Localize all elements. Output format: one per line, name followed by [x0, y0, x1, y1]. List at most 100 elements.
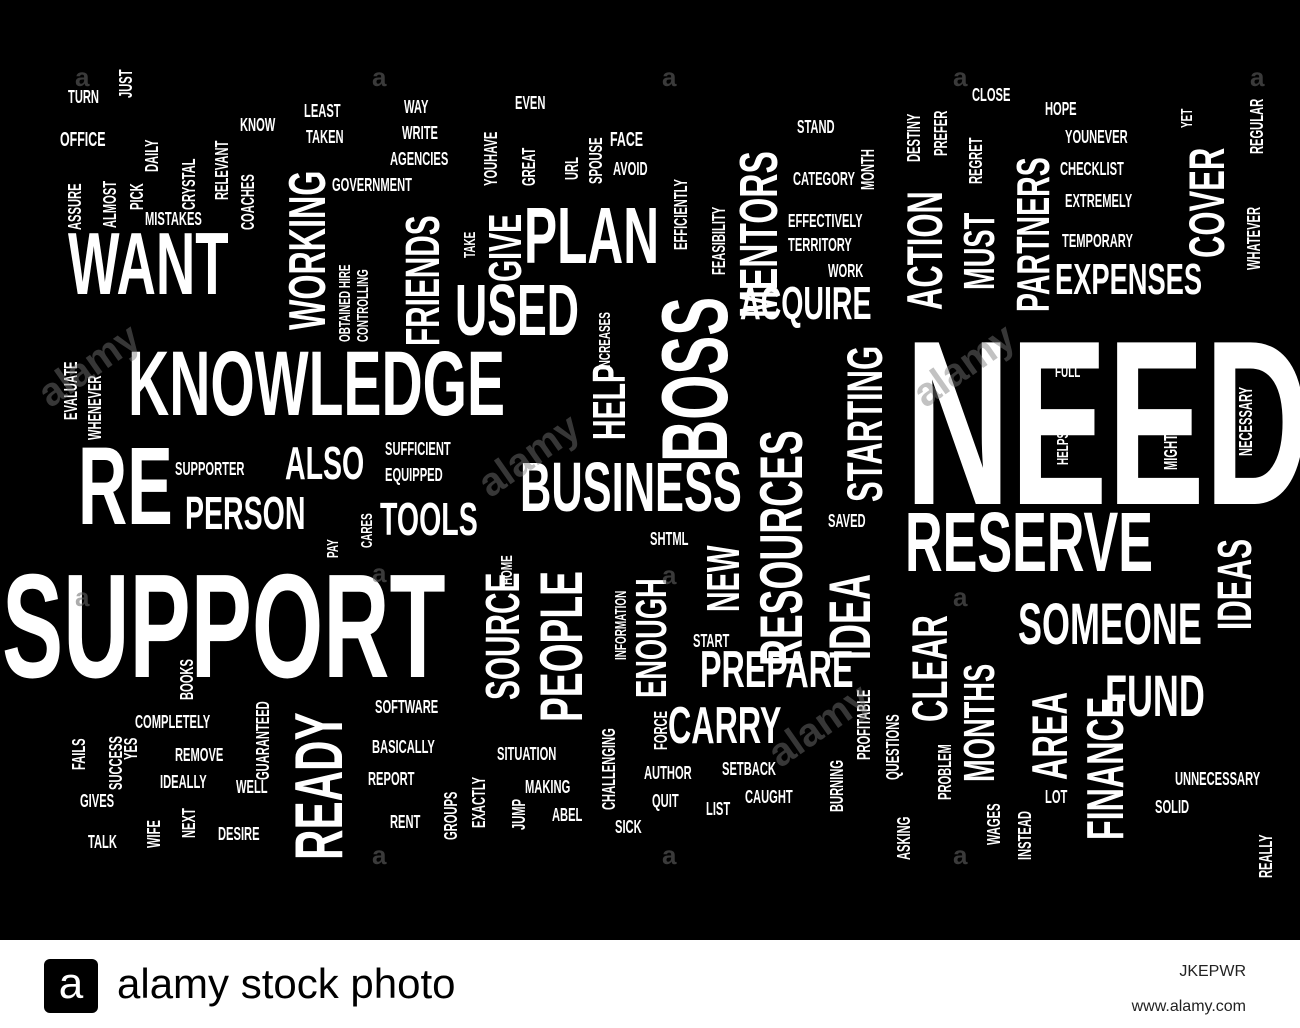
- word-pick: PICK: [127, 183, 147, 210]
- word-prefer: PREFER: [931, 110, 951, 156]
- word-finance: FINANCE: [1077, 696, 1135, 840]
- word-boss: BOSS: [642, 296, 747, 462]
- word-take: TAKE: [462, 231, 479, 258]
- word-source: SOURCE: [477, 572, 530, 700]
- word-helps: HELPS: [1055, 431, 1072, 465]
- word-extremely: EXTREMELY: [1065, 191, 1133, 211]
- word-full: FULL: [1055, 364, 1081, 381]
- word-territory: TERRITORY: [788, 235, 852, 255]
- word-destiny: DESTINY: [904, 113, 924, 162]
- word-support: SUPPORT: [2, 544, 446, 709]
- word-cloud: NEED SUPPORT WANT KNOWLEDGE RE RESERVE SOMEONE…: [2, 69, 1300, 878]
- word-used: USED: [455, 271, 580, 351]
- word-office: OFFICE: [60, 129, 106, 151]
- word-sufficient: SUFFICIENT: [385, 439, 451, 459]
- brand-name: alamy stock photo: [117, 960, 456, 1007]
- word-supporter: SUPPORTER: [175, 459, 245, 479]
- word-really: REALLY: [1256, 834, 1276, 878]
- word-information: INFORMATION: [613, 590, 630, 660]
- word-action: ACTION: [897, 191, 953, 310]
- word-fund: FUND: [1105, 664, 1205, 729]
- word-acquire: ACQUIRE: [740, 277, 872, 329]
- word-increases: INCREASES: [597, 312, 614, 370]
- word-ready: READY: [281, 712, 357, 860]
- word-expenses: EXPENSES: [1055, 255, 1203, 304]
- word-just: JUST: [116, 69, 136, 98]
- word-regular: REGULAR: [1247, 98, 1267, 154]
- word-cares: CARES: [359, 513, 376, 548]
- word-completely: COMPLETELY: [135, 712, 211, 732]
- word-hope: HOPE: [1045, 99, 1077, 119]
- word-clear: CLEAR: [902, 615, 958, 722]
- word-must: MUST: [955, 212, 1004, 290]
- word-stand: STAND: [797, 117, 835, 137]
- word-close: CLOSE: [972, 85, 1011, 105]
- word-basically: BASICALLY: [372, 737, 435, 757]
- word-agencies: AGENCIES: [390, 149, 449, 169]
- word-need: NEED: [905, 291, 1300, 554]
- word-working: WORKING: [279, 170, 337, 330]
- word-quit: QUIT: [652, 791, 679, 811]
- word-cover: COVER: [1179, 147, 1235, 258]
- word-prepare: PREPARE: [700, 641, 854, 699]
- word-month: MONTH: [858, 149, 878, 190]
- word-government: GOVERNMENT: [332, 175, 412, 195]
- word-tools: TOOLS: [380, 493, 478, 545]
- word-mistakes: MISTAKES: [145, 209, 202, 229]
- word-start: START: [693, 631, 730, 651]
- word-asking: ASKING: [894, 816, 914, 860]
- word-relevant: RELEVANT: [212, 140, 232, 200]
- word-guaranteed: GUARANTEED: [253, 701, 273, 780]
- word-sick: SICK: [615, 817, 642, 837]
- word-well: WELL: [236, 777, 268, 797]
- word-profitable: PROFITABLE: [854, 689, 874, 760]
- word-yes: YES: [121, 737, 141, 760]
- word-remove: REMOVE: [175, 745, 224, 765]
- word-problem: PROBLEM: [935, 744, 955, 800]
- word-plan: PLAN: [524, 191, 660, 280]
- word-help: HELP: [583, 363, 635, 440]
- word-people: PEOPLE: [528, 571, 595, 722]
- word-burning: BURNING: [827, 759, 847, 812]
- word-turn: TURN: [68, 87, 99, 107]
- word-author: AUTHOR: [644, 763, 692, 783]
- word-assure: ASSURE: [65, 183, 85, 230]
- word-ideas: IDEAS: [1209, 539, 1262, 630]
- word-jump: JUMP: [509, 798, 529, 830]
- word-questions: QUESTIONS: [883, 714, 903, 780]
- word-temporary: TEMPORARY: [1062, 231, 1133, 251]
- word-person: PERSON: [185, 487, 306, 539]
- word-gives: GIVES: [80, 791, 115, 811]
- word-least: LEAST: [304, 101, 341, 121]
- word-fails: FAILS: [69, 738, 89, 770]
- word-daily: DAILY: [142, 139, 162, 172]
- word-spouse: SPOUSE: [586, 137, 606, 184]
- word-youhave: YOUHAVE: [481, 131, 501, 186]
- word-report: REPORT: [368, 769, 415, 789]
- word-coaches: COACHES: [238, 174, 258, 230]
- word-enough: ENOUGH: [627, 578, 676, 698]
- word-rent: RENT: [390, 812, 421, 832]
- word-someone: SOMEONE: [1018, 592, 1202, 657]
- word-groups: GROUPS: [441, 791, 461, 840]
- word-younever: YOUNEVER: [1065, 127, 1128, 147]
- word-mentors: MENTORS: [729, 151, 789, 318]
- word-work: WORK: [828, 261, 864, 281]
- word-write: WRITE: [402, 123, 438, 143]
- word-resources: RESOURCES: [748, 430, 815, 666]
- word-partners: PARTNERS: [1007, 157, 1059, 312]
- word-next: NEXT: [179, 808, 199, 838]
- word-avoid: AVOID: [613, 159, 648, 179]
- word-crystal: CRYSTAL: [179, 158, 199, 210]
- word-whatever: WHATEVER: [1244, 206, 1264, 270]
- word-software: SOFTWARE: [375, 697, 439, 717]
- word-months: MONTHS: [955, 663, 1004, 782]
- word-way: WAY: [404, 97, 429, 117]
- word-checklist: CHECKLIST: [1060, 159, 1124, 179]
- word-yet: YET: [1179, 108, 1196, 128]
- word-instead: INSTEAD: [1015, 811, 1035, 860]
- word-solid: SOLID: [1155, 797, 1190, 817]
- word-also: ALSO: [285, 437, 365, 489]
- word-reserve: RESERVE: [905, 495, 1153, 589]
- word-great: GREAT: [519, 147, 539, 186]
